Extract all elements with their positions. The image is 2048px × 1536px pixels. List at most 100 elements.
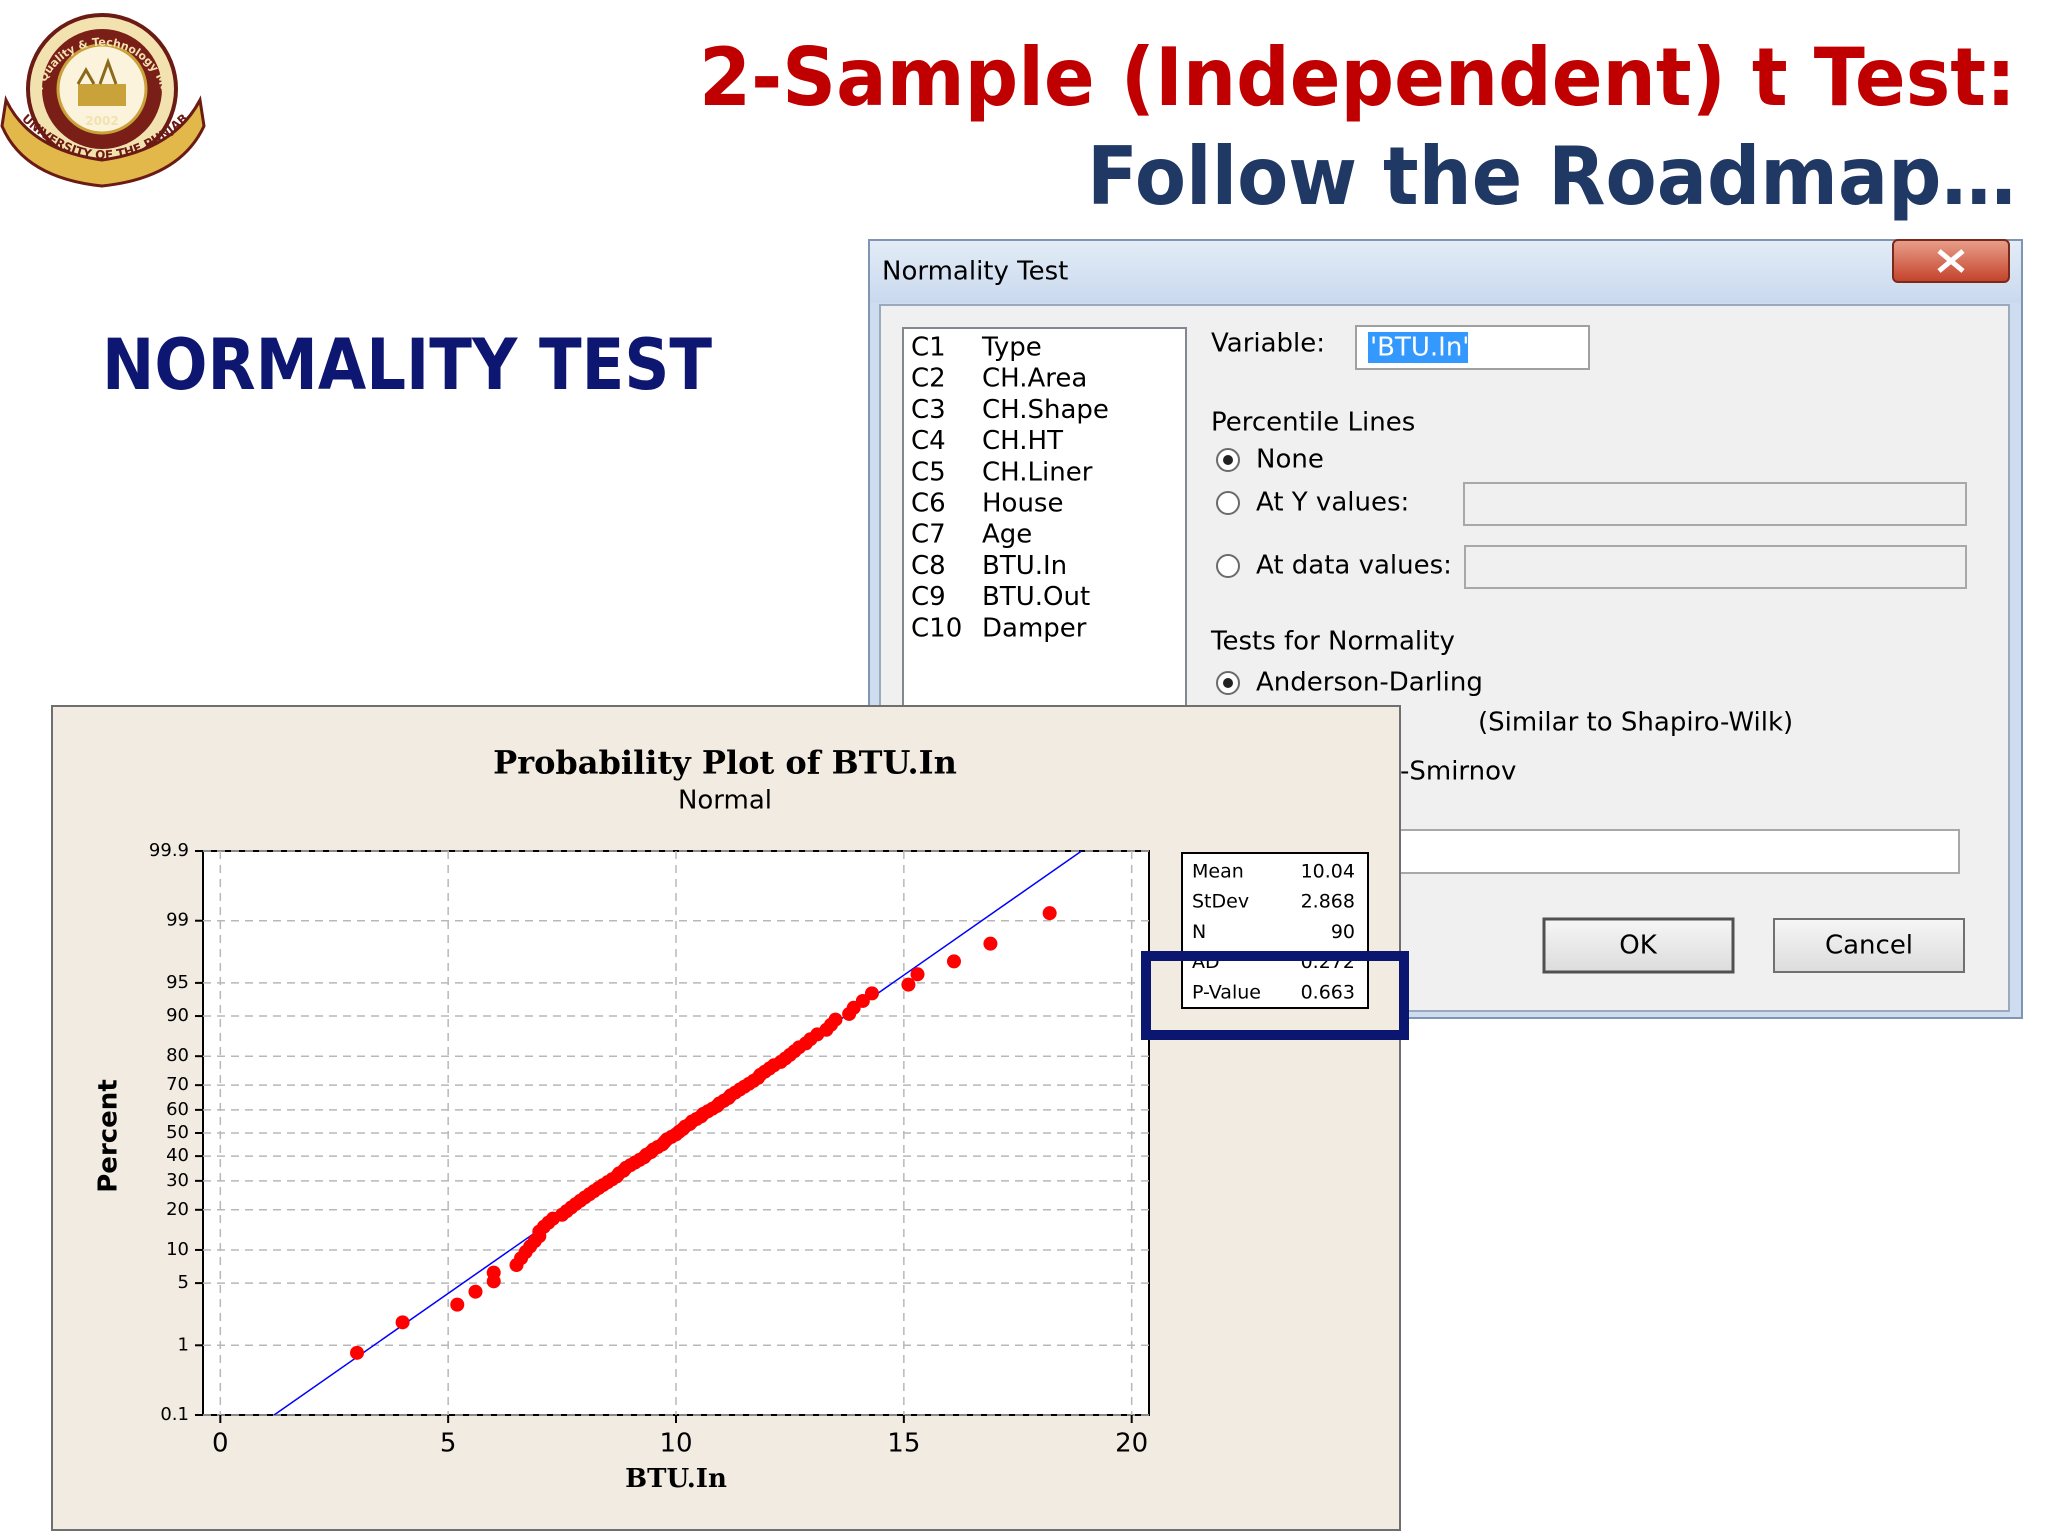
y-tick-label: 10 xyxy=(166,1239,189,1260)
y-tick-label: 30 xyxy=(166,1170,189,1191)
p-value-highlight xyxy=(1141,951,1409,1040)
data-point xyxy=(901,977,916,992)
y-tick-label: 95 xyxy=(166,972,189,993)
cancel-label[interactable]: Cancel xyxy=(1825,931,1913,961)
column-id[interactable]: C8 xyxy=(911,551,946,581)
column-name[interactable]: BTU.Out xyxy=(982,582,1090,612)
radio-dot xyxy=(1223,678,1233,688)
stat-label: P-Value xyxy=(1192,981,1261,1003)
logo-roof xyxy=(76,57,118,85)
tests-label: Tests for Normality xyxy=(1210,627,1455,657)
column-name[interactable]: CH.HT xyxy=(982,426,1063,456)
y-tick-label: 1 xyxy=(178,1334,189,1355)
stats-box xyxy=(1181,852,1369,1009)
dialog-title: Normality Test xyxy=(882,257,1068,287)
title-input[interactable] xyxy=(1399,829,1960,874)
y-axis-label: Percent xyxy=(94,1079,124,1193)
stat-label: N xyxy=(1192,921,1206,943)
section-title: NORMALITY TEST xyxy=(102,324,712,406)
column-id[interactable]: C4 xyxy=(911,426,946,456)
slide-title: 2-Sample (Independent) t Test: xyxy=(699,31,2016,124)
column-name[interactable]: CH.Liner xyxy=(982,457,1093,487)
data-values-input[interactable] xyxy=(1464,545,1967,589)
y-tick-label: 70 xyxy=(166,1074,189,1095)
y-values-input[interactable] xyxy=(1463,482,1967,526)
column-name[interactable]: Age xyxy=(982,520,1032,550)
data-point xyxy=(350,1345,365,1360)
chart-subtitle: Normal xyxy=(678,786,772,816)
variable-value[interactable]: 'BTU.In' xyxy=(1370,333,1469,363)
y-tick-label: 80 xyxy=(166,1045,189,1066)
x-tick-label: 10 xyxy=(659,1429,692,1459)
y-tick-label: 0.1 xyxy=(160,1404,189,1425)
column-id[interactable]: C10 xyxy=(911,613,962,643)
column-id[interactable]: C1 xyxy=(911,333,946,363)
radio-label[interactable]: At data values: xyxy=(1256,551,1452,581)
data-point xyxy=(910,967,925,982)
y-tick-label: 20 xyxy=(166,1199,189,1220)
y-tick-label: 99 xyxy=(166,910,189,931)
column-name[interactable]: BTU.In xyxy=(982,551,1067,581)
percentile-lines-label: Percentile Lines xyxy=(1211,408,1415,438)
column-list[interactable] xyxy=(902,327,1187,769)
slide-subtitle: Follow the Roadmap… xyxy=(1087,130,2016,223)
stat-label: StDev xyxy=(1192,891,1249,913)
radio-label[interactable]: At Y values: xyxy=(1256,488,1409,518)
radio-button[interactable] xyxy=(1216,554,1240,578)
y-tick-label: 90 xyxy=(166,1005,189,1026)
stat-value: 2.868 xyxy=(1301,891,1355,913)
variable-label: Variable: xyxy=(1211,329,1325,359)
x-tick-label: 5 xyxy=(440,1429,457,1459)
tests-note: (Similar to Shapiro-Wilk) xyxy=(1478,708,1793,738)
data-point xyxy=(468,1284,483,1299)
column-name[interactable]: Damper xyxy=(982,613,1087,643)
y-tick-label: 5 xyxy=(178,1272,189,1293)
stat-value: 10.04 xyxy=(1301,861,1355,883)
column-name[interactable]: CH.Area xyxy=(982,364,1087,394)
column-id[interactable]: C2 xyxy=(911,364,946,394)
radio-label[interactable]: None xyxy=(1256,445,1324,475)
x-tick-label: 20 xyxy=(1115,1429,1148,1459)
column-id[interactable]: C5 xyxy=(911,457,946,487)
radio-label[interactable]: Anderson-Darling xyxy=(1256,668,1483,698)
data-point xyxy=(946,954,961,969)
column-name[interactable]: Type xyxy=(981,333,1042,363)
cancel-button[interactable] xyxy=(1773,918,1965,973)
data-point xyxy=(864,986,879,1001)
y-tick-label: 99.9 xyxy=(149,840,189,861)
ok-label[interactable]: OK xyxy=(1619,931,1657,961)
tests-partial: -Smirnov xyxy=(1400,757,1516,787)
variable-selection xyxy=(1368,332,1468,363)
column-id[interactable]: C7 xyxy=(911,520,946,550)
data-point xyxy=(486,1265,501,1280)
plot-window: Probability Plot of BTU.In Normal Percen… xyxy=(51,705,1401,1531)
x-tick-label: 15 xyxy=(887,1429,920,1459)
x-tick-label: 0 xyxy=(212,1429,229,1459)
logo: Institute of Quality & Technology Manage… xyxy=(0,0,206,188)
stat-value: 0.663 xyxy=(1301,981,1355,1003)
logo-building xyxy=(78,84,126,106)
column-id[interactable]: C3 xyxy=(911,395,946,425)
radio-dot xyxy=(1223,455,1233,465)
data-point xyxy=(983,936,998,951)
column-name[interactable]: CH.Shape xyxy=(982,395,1109,425)
column-name[interactable]: House xyxy=(982,489,1063,519)
x-axis-label: BTU.In xyxy=(625,1464,727,1494)
y-tick-label: 50 xyxy=(166,1122,189,1143)
y-tick-label: 40 xyxy=(166,1145,189,1166)
ok-button[interactable] xyxy=(1542,917,1735,974)
close-icon xyxy=(1937,249,1965,273)
column-id[interactable]: C9 xyxy=(911,582,946,612)
dialog-titlebar xyxy=(870,241,2021,303)
logo-ribbon xyxy=(0,94,206,188)
y-tick-label: 60 xyxy=(166,1099,189,1120)
column-id[interactable]: C6 xyxy=(911,489,946,519)
stat-value: 90 xyxy=(1331,921,1355,943)
radio-button[interactable] xyxy=(1216,491,1240,515)
stat-label: Mean xyxy=(1192,861,1244,883)
logo-year: 2002 xyxy=(85,114,118,128)
data-point xyxy=(450,1297,465,1312)
